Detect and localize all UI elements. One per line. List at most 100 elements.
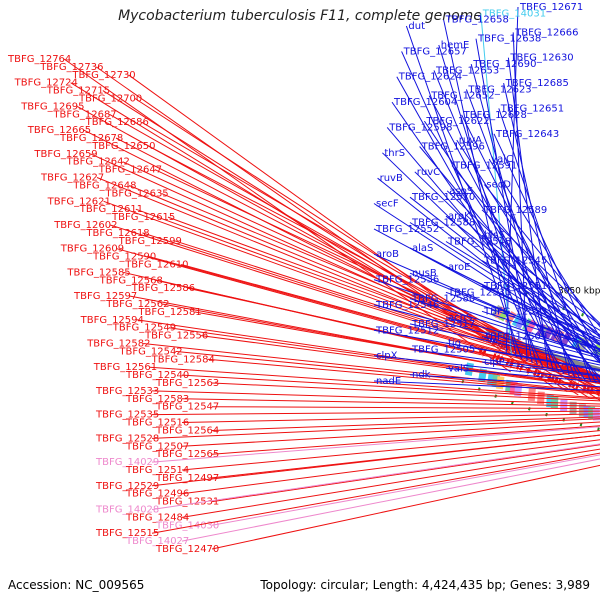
left-leader-line: [136, 319, 600, 388]
right-gene-label: TBFG_12628: [463, 110, 527, 121]
right-leader-line: [445, 266, 600, 342]
left-gene-label: TBFG_12531: [155, 497, 219, 508]
left-gene-label: TBFG_12533: [95, 386, 159, 397]
left-leader-line: [151, 452, 600, 534]
right-gene-label: nusB: [412, 268, 437, 279]
right-gene-label: TBFG_12505: [411, 344, 475, 355]
left-leader-line: [211, 434, 600, 479]
left-leader-line: [142, 232, 600, 379]
right-gene-label: TBFG_12624: [398, 72, 462, 83]
left-gene-label: TBFG_12611: [79, 204, 143, 215]
left-leader-line: [211, 416, 600, 431]
left-leader-line: [151, 443, 600, 510]
right-gene-label: TBFG_12551: [483, 281, 547, 292]
right-leader-line: [470, 63, 554, 371]
right-gene-label: aroK: [448, 211, 471, 222]
right-leader-line: [488, 158, 600, 338]
left-gene-label: TBFG_12514: [125, 465, 189, 476]
left-leader-line: [135, 208, 600, 379]
right-leader-line: [409, 374, 600, 388]
right-gene-label: nadE: [376, 376, 401, 387]
forward-gene-arrow: [478, 345, 484, 356]
left-leader-line: [175, 350, 600, 394]
left-gene-label: TBFG_12565: [155, 449, 219, 460]
left-leader-line: [151, 426, 600, 463]
right-gene-label: TBFG_12598: [388, 122, 452, 133]
left-gene-label: TBFG_12650: [91, 141, 155, 152]
left-gene-label: TBFG_12686: [85, 117, 149, 128]
right-leader-line: [461, 114, 597, 384]
left-gene-label: TBFG_12582: [86, 339, 150, 350]
right-gene-label: TBFG_12546: [375, 300, 439, 311]
left-leader-line: [200, 335, 600, 389]
right-gene-label: hemE: [441, 40, 470, 51]
right-leader-line: [409, 348, 600, 376]
left-gene-label: TBFG_14027: [125, 536, 189, 547]
right-gene-label: secF: [376, 199, 399, 210]
right-leader-line: [481, 285, 600, 340]
right-gene-label: TBFG_12651: [500, 103, 564, 114]
right-leader-line: [409, 298, 600, 357]
right-gene-label: TBFG_12630: [509, 53, 573, 64]
left-leader-line: [181, 421, 600, 447]
left-gene-label: TBFG_12561: [93, 362, 157, 373]
right-gene-label: aspS: [449, 186, 473, 197]
left-gene-label: TBFG_14029: [95, 457, 159, 468]
right-leader-line: [481, 209, 600, 325]
left-gene-label: TBFG_12540: [125, 370, 189, 381]
right-gene-label: TBFG_12685: [505, 78, 569, 89]
left-gene-label: TBFG_12535: [95, 410, 159, 421]
right-gene-label: TBFG_12604: [393, 97, 457, 108]
right-gene-label: ruvB: [380, 173, 403, 184]
left-leader-line: [148, 256, 600, 380]
left-gene-label: TBFG_12542: [118, 346, 182, 357]
left-gene-label: TBFG_12648: [72, 181, 136, 192]
right-gene-label: TBFG_12690: [472, 59, 536, 70]
right-leader-line: [373, 228, 600, 351]
right-gene-label: TBFG_12658: [445, 15, 509, 26]
right-gene-label: clpP: [484, 357, 505, 368]
genome-backbone: [485, 326, 600, 373]
right-gene-label: TBFG_12589: [483, 205, 547, 216]
right-leader-line: [443, 19, 518, 358]
left-gene-label: TBFG_12581: [137, 307, 201, 318]
left-leader-line: [151, 410, 600, 416]
right-gene-label: ruvC: [417, 167, 440, 178]
right-gene-label: aroE: [448, 262, 470, 273]
right-leader-line: [386, 127, 600, 379]
right-leader-line: [419, 146, 600, 363]
left-leader-line: [95, 66, 554, 388]
topology-summary: Topology: circular; Length: 4,424,435 bp…: [260, 578, 590, 592]
left-gene-label: TBFG_12507: [125, 441, 189, 452]
right-leader-line: [391, 101, 586, 381]
left-gene-label: TBFG_12484: [125, 512, 189, 523]
right-gene-label: clpX: [376, 351, 398, 362]
left-leader-line: [143, 343, 600, 393]
left-leader-line: [167, 216, 600, 376]
right-leader-line: [446, 190, 600, 339]
left-gene-label: TBFG_12568: [99, 275, 163, 286]
right-leader-line: [373, 329, 600, 372]
right-leader-line: [373, 203, 600, 352]
left-leader-line: [149, 366, 600, 399]
right-leader-line: [498, 108, 592, 382]
left-gene-label: TBFG_12597: [73, 291, 137, 302]
left-gene-label: TBFG_12515: [95, 528, 159, 539]
right-gene-label: TBFG_12545: [483, 256, 547, 267]
left-leader-line: [211, 444, 600, 503]
left-gene-label: TBFG_12556: [144, 331, 208, 342]
right-gene-label: yajC: [491, 154, 513, 165]
right-leader-line: [445, 367, 600, 383]
right-gene-label: TBFG_12580: [411, 294, 475, 305]
left-gene-label: TBFG_14028: [95, 505, 159, 516]
right-gene-label: secD: [486, 180, 511, 191]
left-gene-label: TBFG_12715: [46, 86, 110, 97]
forward-gene-arrow: [536, 368, 541, 380]
right-gene-label: TBFG_12623: [467, 84, 531, 95]
forward-gene-arrow: [554, 374, 559, 386]
right-gene-label: acpS: [448, 313, 472, 324]
right-leader-line: [503, 82, 570, 376]
right-gene-label: TBFG_12652: [430, 91, 494, 102]
